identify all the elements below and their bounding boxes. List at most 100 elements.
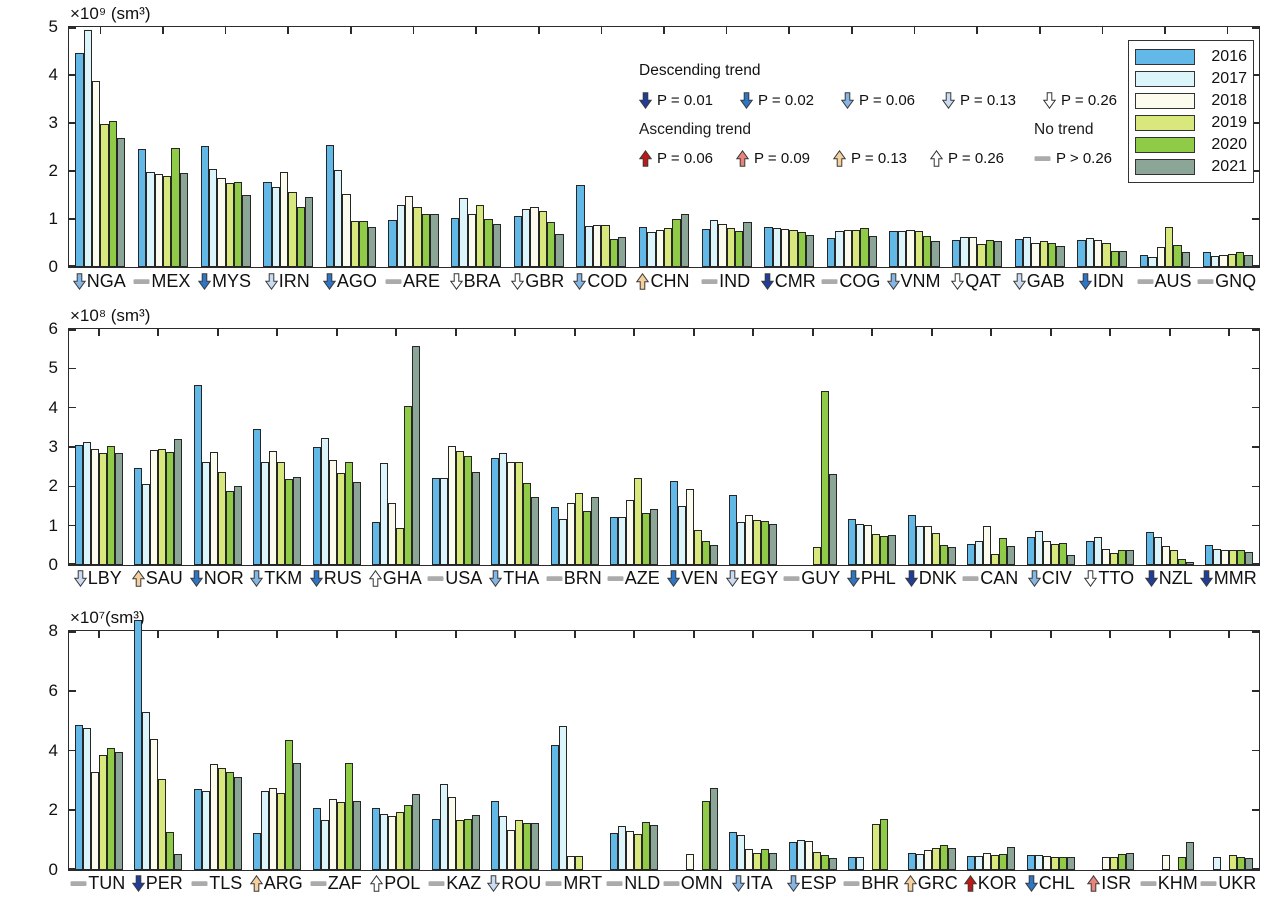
x-category-label-GBR: GBR [500, 271, 575, 292]
y-tick-mark [69, 329, 76, 331]
bar-NZL-2017 [1153, 536, 1162, 565]
bar-AZE-2016 [610, 516, 619, 565]
bar-MYS-2016 [200, 145, 209, 267]
bar-POL-2020 [404, 805, 413, 870]
x-tick-mark [1226, 27, 1229, 34]
bar-CIV-2020 [1058, 543, 1067, 565]
no-trend-icon [1034, 155, 1051, 161]
bar-GNQ-2016 [1202, 251, 1211, 267]
y-tick-label: 0 [48, 257, 58, 276]
trend-legend-item: P = 0.09 [736, 149, 833, 167]
bar-IND-2021 [743, 221, 752, 267]
bar-KAZ-2019 [455, 819, 464, 870]
x-tick-mark [633, 631, 636, 638]
country-code: ARE [402, 271, 440, 291]
bar-IND-2020 [734, 230, 744, 267]
bar-UKR-2021 [1245, 858, 1254, 870]
x-axis-labels: LBY SAU NOR TKM RUS GHA USA THA BRN AZE VEN EGY GUY P… [68, 567, 1258, 595]
bar-NLD-2016 [610, 832, 619, 870]
bar-VNM-2019 [914, 231, 923, 267]
bar-AUS-2017 [1148, 257, 1157, 267]
legend-year-label: 2019 [1211, 114, 1247, 131]
x-category-label-NLD: NLD [598, 873, 670, 894]
x-category-label-ESP: ESP [776, 873, 848, 894]
x-category-label-IDN: IDN [1064, 271, 1139, 292]
country-code: ROU [501, 873, 542, 893]
bar-RUS-2016 [312, 447, 321, 565]
bar-NLD-2017 [618, 826, 627, 870]
bar-GAB-2018 [1031, 242, 1040, 267]
bar-RUS-2018 [328, 459, 337, 565]
bar-ITA-2020 [761, 849, 770, 870]
trend-legend: Descending trend P = 0.01 P = 0.02 P = 0.0… [639, 62, 1269, 179]
bar-SAU-2018 [150, 449, 159, 565]
descending-trend-title: Descending trend [639, 62, 761, 79]
country-code: EGY [740, 568, 779, 588]
y-tick-mark [1252, 74, 1259, 76]
bar-VEN-2021 [709, 544, 718, 565]
country-code: GRC [917, 873, 958, 893]
plot-area [68, 328, 1260, 566]
country-code: MEX [151, 271, 191, 291]
bar-ROU-2019 [515, 820, 524, 870]
no-trend-icon [546, 576, 563, 581]
bar-THA-2021 [531, 497, 540, 565]
bar-IDN-2018 [1094, 239, 1103, 267]
trend-icon-down [489, 570, 503, 587]
y-tick-mark [69, 809, 76, 812]
y-tick-mark [69, 218, 76, 220]
y-axis-exponent-label: ×10⁷(sm³) [70, 608, 145, 627]
x-category-label-MYS: MYS [187, 271, 262, 292]
bar-USA-2019 [455, 451, 464, 565]
bar-KOR-2020 [999, 853, 1008, 870]
trend-icon-down [1199, 570, 1213, 587]
bar-PER-2021 [174, 854, 183, 870]
bar-ROU-2020 [523, 822, 532, 870]
bar-GBR-2017 [522, 209, 531, 267]
bar-MYS-2017 [208, 168, 218, 267]
bar-MYS-2020 [233, 182, 243, 267]
country-code: VEN [681, 568, 719, 588]
x-category-label-COD: COD [563, 271, 638, 292]
y-tick-mark [69, 689, 76, 692]
x-category-label-TTO: TTO [1074, 568, 1146, 589]
x-tick-mark [811, 631, 814, 638]
bar-SAU-2017 [142, 483, 151, 565]
ascending-trend-title: Ascending trend [639, 121, 752, 138]
y-tick-mark [1252, 218, 1259, 220]
country-code: BHR [861, 873, 900, 893]
country-code: OMN [680, 873, 723, 893]
bar-CHL-2018 [1042, 856, 1051, 870]
bar-PHL-2019 [872, 533, 881, 565]
bar-TUN-2017 [82, 728, 91, 870]
x-tick-mark [573, 631, 576, 638]
no-trend-icon [1197, 279, 1214, 284]
y-tick-mark [69, 485, 76, 488]
country-code: NLD [624, 873, 661, 893]
trend-icon-down [73, 570, 87, 587]
bar-USA-2016 [431, 478, 440, 565]
x-category-label-AGO: AGO [313, 271, 388, 292]
country-code: ISR [1101, 873, 1132, 893]
y-tick-mark [1252, 689, 1259, 692]
trend-icon-down [264, 273, 278, 290]
y-tick-label: 4 [48, 740, 58, 760]
bar-GNQ-2019 [1227, 253, 1237, 267]
bar-IDN-2019 [1102, 243, 1111, 267]
x-category-label-OMN: OMN [657, 873, 729, 894]
country-code: AZE [624, 568, 660, 588]
trend-icon-up [639, 149, 652, 167]
bar-PHL-2020 [880, 536, 889, 565]
x-category-label-CHL: CHL [1014, 873, 1086, 894]
bar-CAN-2020 [999, 538, 1008, 565]
country-code: KHM [1157, 873, 1198, 893]
country-code: COG [839, 271, 881, 291]
country-code: RUS [323, 568, 362, 588]
bar-COG-2016 [826, 237, 836, 267]
country-code: TTO [1098, 568, 1135, 588]
x-tick-mark [97, 329, 100, 336]
trend-legend-item: P > 0.26 [1034, 150, 1144, 167]
bar-NOR-2018 [209, 452, 218, 565]
bar-CAN-2018 [983, 525, 992, 565]
x-tick-mark [287, 27, 289, 34]
